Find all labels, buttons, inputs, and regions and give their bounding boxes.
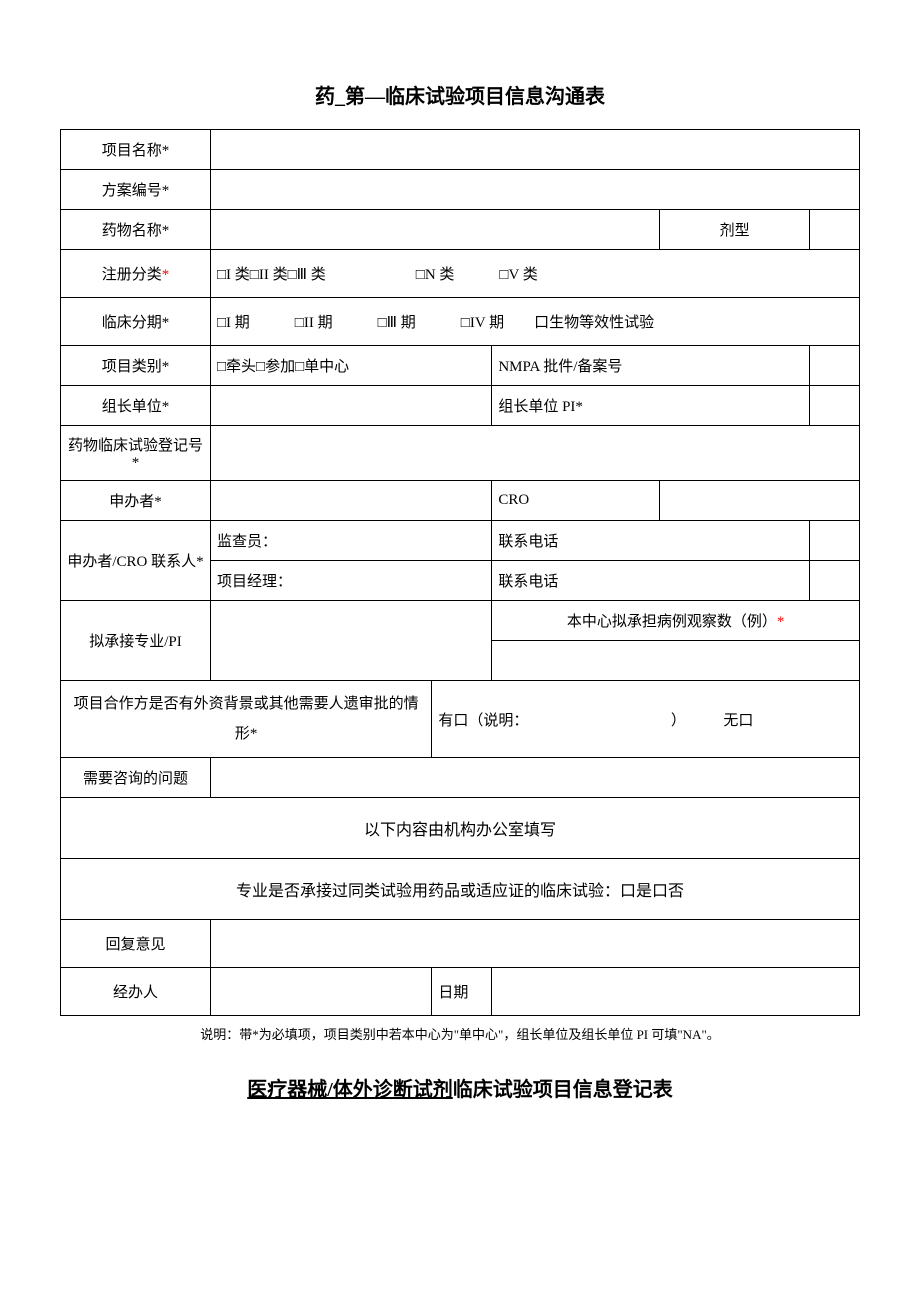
label-monitor: 监查员： xyxy=(211,521,492,561)
field-project-name[interactable] xyxy=(211,130,860,170)
subtitle-underline: 医疗器械/体外诊断试剂 xyxy=(247,1079,453,1101)
field-project-type[interactable]: □牵头□参加□单中心 xyxy=(211,346,492,386)
subtitle: 医疗器械/体外诊断试剂临床试验项目信息登记表 xyxy=(60,1073,860,1102)
label-lead-unit: 组长单位* xyxy=(61,386,211,426)
field-clinical-phase[interactable]: □I 期 □II 期 □Ⅲ 期 □IV 期 口生物等效性试验 xyxy=(211,298,860,346)
field-nmpa[interactable] xyxy=(810,346,860,386)
label-foreign-bg: 项目合作方是否有外资背景或其他需要人遗审批的情形* xyxy=(61,681,432,758)
page-title: 药_第—临床试验项目信息沟通表 xyxy=(60,80,860,109)
label-date: 日期 xyxy=(432,968,492,1016)
label-similar-trial: 专业是否承接过同类试验用药品或适应证的临床试验：口是口否 xyxy=(61,859,860,920)
field-consult-q[interactable] xyxy=(211,758,860,798)
label-drug-name: 药物名称* xyxy=(61,210,211,250)
label-phone2: 联系电话 xyxy=(492,561,810,601)
field-reply[interactable] xyxy=(211,920,860,968)
label-consult-q: 需要咨询的问题 xyxy=(61,758,211,798)
label-reply: 回复意见 xyxy=(61,920,211,968)
field-case-count[interactable] xyxy=(492,641,860,681)
field-date[interactable] xyxy=(492,968,860,1016)
label-handler: 经办人 xyxy=(61,968,211,1016)
label-sponsor-cro-contact: 申办者/CRO 联系人* xyxy=(61,521,211,601)
label-lead-unit-pi: 组长单位 PI* xyxy=(492,386,810,426)
field-phone2[interactable] xyxy=(810,561,860,601)
subtitle-rest: 临床试验项目信息登记表 xyxy=(453,1079,673,1101)
label-cro: CRO xyxy=(492,481,660,521)
field-plan-number[interactable] xyxy=(211,170,860,210)
label-pm: 项目经理： xyxy=(211,561,492,601)
field-dept-pi[interactable] xyxy=(211,601,492,681)
label-sponsor: 申办者* xyxy=(61,481,211,521)
field-lead-unit-pi[interactable] xyxy=(810,386,860,426)
field-phone1[interactable] xyxy=(810,521,860,561)
field-handler[interactable] xyxy=(211,968,432,1016)
label-clinical-phase: 临床分期* xyxy=(61,298,211,346)
field-trial-reg-no[interactable] xyxy=(211,426,860,481)
label-case-count: 本中心拟承担病例观察数（例）* xyxy=(492,601,860,641)
label-dept-pi: 拟承接专业/PI xyxy=(61,601,211,681)
field-lead-unit[interactable] xyxy=(211,386,492,426)
field-sponsor[interactable] xyxy=(211,481,492,521)
section-office: 以下内容由机构办公室填写 xyxy=(61,798,860,859)
label-project-name: 项目名称* xyxy=(61,130,211,170)
label-phone1: 联系电话 xyxy=(492,521,810,561)
field-dosage-form[interactable] xyxy=(810,210,860,250)
label-dosage-form: 剂型 xyxy=(660,210,810,250)
field-foreign-bg[interactable]: 有口（说明： ） 无口 xyxy=(432,681,860,758)
label-nmpa: NMPA 批件/备案号 xyxy=(492,346,810,386)
field-drug-name[interactable] xyxy=(211,210,660,250)
label-reg-category: 注册分类* xyxy=(61,250,211,298)
form-table: 项目名称* 方案编号* 药物名称* 剂型 注册分类* □I 类□II 类□Ⅲ 类… xyxy=(60,129,860,1016)
field-cro[interactable] xyxy=(660,481,860,521)
label-plan-number: 方案编号* xyxy=(61,170,211,210)
field-reg-category[interactable]: □I 类□II 类□Ⅲ 类 □N 类 □V 类 xyxy=(211,250,860,298)
footnote: 说明：带*为必填项，项目类别中若本中心为"单中心"，组长单位及组长单位 PI 可… xyxy=(60,1024,860,1043)
label-project-type: 项目类别* xyxy=(61,346,211,386)
label-trial-reg-no: 药物临床试验登记号* xyxy=(61,426,211,481)
